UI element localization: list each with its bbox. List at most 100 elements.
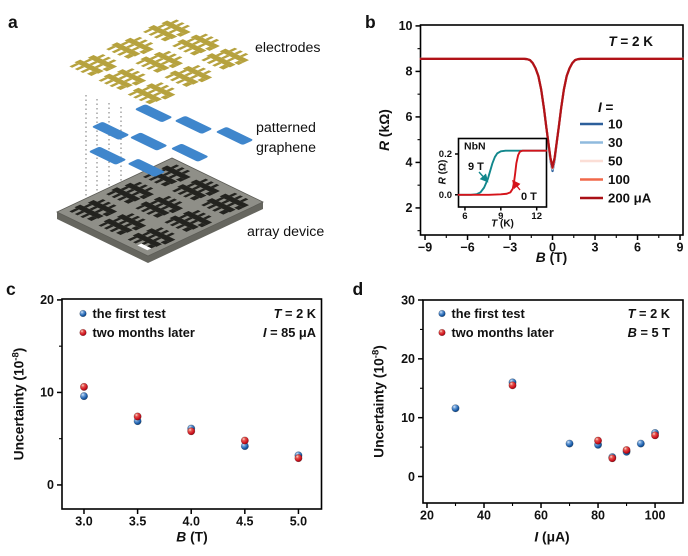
- data-point: [608, 454, 617, 463]
- y-tick-label: 0.0: [439, 190, 452, 201]
- x-tick-label: 3.5: [129, 514, 146, 528]
- legend-label-50: 50: [608, 154, 623, 169]
- panel-c-plot: 3.0 3.5 4.0 4.5 5.0 0 10 20: [40, 293, 323, 528]
- series-line: [419, 57, 684, 169]
- panel-b-inset-plot: 6 9 12 0.0 0.2: [439, 137, 548, 222]
- x-tick-label: 40: [477, 508, 491, 522]
- panel-d-annotation-temperature: T = 2 K: [628, 306, 671, 321]
- legend-marker-first-test: [438, 309, 446, 318]
- graphene-bar: [174, 115, 213, 135]
- data-point: [622, 446, 631, 455]
- device-motif: [67, 51, 123, 78]
- inset-material-label: NbN: [464, 141, 486, 153]
- patterned-graphene-label-line2: graphene: [256, 140, 316, 156]
- series-line: [457, 149, 548, 196]
- data-point: [508, 381, 517, 390]
- legend-label-first-test: the first test: [93, 306, 167, 321]
- panel-b-annotation-temperature: T = 2 K: [608, 34, 653, 49]
- y-tick-label: 0: [408, 470, 415, 484]
- graphene-bar: [134, 104, 173, 123]
- data-point: [636, 439, 645, 448]
- data-point: [565, 439, 574, 448]
- x-tick-label: −6: [460, 240, 474, 254]
- legend-label-two-months: two months later: [452, 325, 554, 340]
- panel-b-y-axis-label: R (kΩ): [377, 109, 392, 151]
- panel-c-legend: the first test two months later T = 2 K …: [79, 306, 317, 340]
- data-point: [79, 382, 88, 391]
- y-tick-label: 30: [401, 293, 415, 307]
- series-line: [457, 149, 548, 196]
- plot-frame: [457, 137, 548, 208]
- legend-label-10: 10: [608, 117, 623, 132]
- x-tick-label: 100: [645, 508, 666, 522]
- x-tick-label: 4.5: [236, 514, 253, 528]
- y-tick-label: 6: [406, 110, 413, 124]
- panel-b-plot: −9 −6 −3 0 3 6 9 2 4 6 8 10: [399, 19, 684, 254]
- panel-d-plot: 20 40 60 80 100 0 10 20 30: [401, 293, 684, 522]
- inset-annotation-0T: 0 T: [521, 191, 537, 203]
- x-tick-label: 5.0: [290, 514, 307, 528]
- device-motif: [141, 16, 197, 44]
- inset-arrow-0T: [512, 179, 521, 191]
- data-point: [294, 454, 303, 463]
- y-tick-label: 4: [406, 156, 413, 170]
- y-tick-label: 20: [401, 352, 415, 366]
- panel-c-x-axis-label: B (T): [176, 530, 207, 545]
- array-device-layer: [57, 158, 263, 256]
- panel-d-legend: the first test two months later T = 2 K …: [438, 306, 671, 340]
- x-tick-label: 3: [592, 240, 599, 254]
- y-tick-label: 10: [40, 386, 54, 400]
- panel-b-legend: 10 30 50 100 200 μA: [580, 117, 652, 206]
- y-tick-label: 10: [401, 411, 415, 425]
- y-tick-label: 10: [399, 19, 413, 33]
- legend-label-200: 200 μA: [608, 191, 652, 206]
- legend-marker-two-months: [79, 328, 87, 337]
- legend-label-100: 100: [608, 172, 630, 187]
- panel-b-x-axis-label: B (T): [536, 250, 567, 265]
- panel-d-annotation-field: B = 5 T: [628, 325, 671, 340]
- y-tick-label: 20: [40, 293, 54, 307]
- data-point: [651, 431, 660, 440]
- legend-label-two-months: two months later: [93, 325, 195, 340]
- panel-c-annotation-current: I = 85 μA: [263, 325, 316, 340]
- y-tick-label: 0: [47, 478, 54, 492]
- x-tick-label: 9: [498, 211, 503, 222]
- inset-arrow-9T: [478, 171, 489, 183]
- data-point: [133, 412, 142, 421]
- plot-frame: [422, 299, 684, 504]
- patterned-graphene-layer: [88, 104, 254, 177]
- x-tick-label: −9: [418, 240, 432, 254]
- inset-annotation-9T: 9 T: [468, 161, 484, 173]
- legend-marker-two-months: [438, 328, 446, 337]
- x-tick-label: 12: [531, 211, 542, 222]
- data-point: [79, 392, 88, 401]
- x-tick-label: 4.0: [183, 514, 200, 528]
- x-tick-label: 6: [634, 240, 641, 254]
- x-tick-label: 20: [420, 508, 434, 522]
- electrodes-layer: [67, 16, 255, 106]
- x-tick-label: 3.0: [75, 514, 92, 528]
- graphene-bar: [129, 132, 168, 151]
- panel-d-y-axis-label: Uncertainty (10-8): [371, 345, 387, 458]
- inset-x-axis-label: T (K): [491, 219, 514, 230]
- x-tick-label: 0: [549, 240, 556, 254]
- panel-d-x-axis-label: I (μA): [534, 530, 569, 545]
- data-point: [240, 436, 249, 445]
- panel-a: a electrodes patterned graphene array de…: [8, 12, 324, 263]
- y-tick-label: 0.2: [439, 149, 452, 160]
- x-tick-label: 6: [462, 211, 467, 222]
- x-tick-label: −3: [503, 240, 517, 254]
- graphene-bar: [215, 126, 254, 146]
- legend-marker-first-test: [79, 309, 87, 318]
- panel-a-letter: a: [8, 12, 18, 32]
- x-tick-label: 9: [677, 240, 684, 254]
- x-tick-label: 80: [591, 508, 605, 522]
- data-point: [451, 404, 460, 413]
- x-tick-label: 60: [534, 508, 548, 522]
- graphene-bar: [88, 146, 127, 165]
- y-tick-label: 2: [406, 201, 413, 215]
- electrodes-label: electrodes: [255, 40, 320, 56]
- panel-c-y-axis-label: Uncertainty (10-8): [11, 348, 27, 461]
